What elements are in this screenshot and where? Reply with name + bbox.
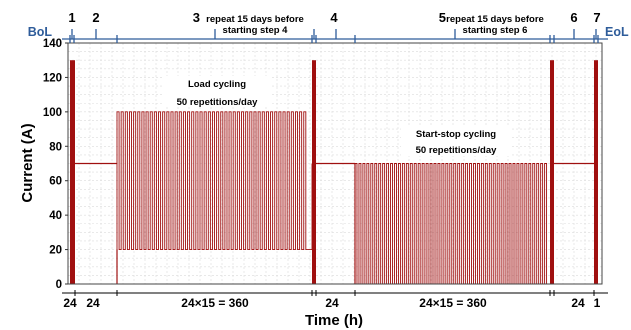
annotation-detail: 50 repetitions/day (416, 145, 497, 156)
duration-axis: 24 24 24×15 = 360 24 24×15 = 360 24 1 (62, 290, 608, 310)
x-axis-label: Time (h) (305, 312, 363, 329)
step-number-2: 2 (92, 10, 99, 25)
step-number-5: 5 (439, 10, 446, 25)
step-number-4: 4 (330, 10, 338, 25)
annotation-detail: 50 repetitions/day (177, 97, 258, 108)
step-note: starting step 4 (223, 25, 289, 36)
y-tick-label: 100 (43, 107, 62, 119)
duration-label: 24 (86, 296, 100, 310)
y-tick-label: 80 (49, 141, 62, 153)
annotation-background (401, 126, 511, 156)
step-number-6: 6 (570, 10, 577, 25)
y-tick-label: 40 (49, 210, 62, 222)
duration-label: 24 (325, 296, 339, 310)
y-tick-label: 120 (43, 72, 62, 84)
step-number-1: 1 (68, 10, 75, 25)
y-tick-label: 140 (43, 38, 62, 50)
y-tick-label: 60 (49, 176, 62, 188)
annotation-background (162, 76, 272, 106)
duration-label: 24 (63, 296, 77, 310)
step-note: starting step 6 (463, 25, 528, 36)
start-stop-series (354, 163, 550, 285)
capacity-check-spike (312, 60, 316, 284)
load-cycling-series (116, 111, 313, 251)
capacity-check-spike (594, 60, 598, 284)
plot-frame (67, 42, 603, 285)
duration-label: 24×15 = 360 (181, 296, 249, 310)
duration-label: 1 (594, 296, 601, 310)
step-note: repeat 15 days before (446, 14, 544, 25)
step-note: repeat 15 days before (206, 14, 304, 25)
duration-label: 24 (571, 296, 585, 310)
duration-label: 24×15 = 360 (419, 296, 487, 310)
y-axis: 0 20 40 60 80 100 120 140 (43, 38, 68, 291)
bol-label: BoL (28, 25, 53, 39)
current-series (70, 60, 598, 285)
y-axis-label: Current (A) (19, 123, 36, 202)
annotations: Load cycling 50 repetitions/day Start-stop… (162, 76, 511, 156)
step-number-3: 3 (193, 10, 200, 25)
y-tick-label: 20 (49, 245, 62, 257)
capacity-check-spike (550, 60, 554, 284)
step-number-7: 7 (593, 10, 600, 25)
annotation-title: Load cycling (188, 79, 246, 90)
capacity-check-spike (70, 60, 75, 284)
eol-label: EoL (605, 25, 629, 39)
annotation-title: Start-stop cycling (416, 129, 496, 140)
y-tick-label: 0 (56, 279, 62, 291)
